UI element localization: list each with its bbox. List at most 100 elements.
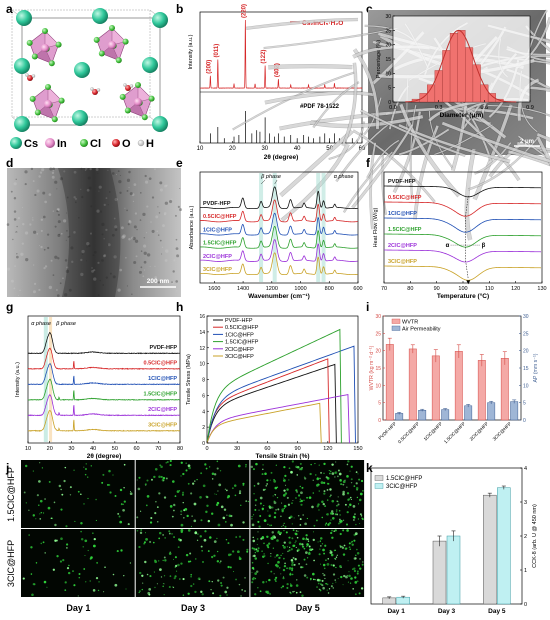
live-cell: [349, 503, 352, 507]
live-cell: [251, 518, 253, 520]
live-cell: [290, 559, 294, 562]
tem-grain: [121, 235, 125, 239]
row-label: 1.5ClC@HFP: [6, 467, 16, 522]
live-cell: [211, 512, 214, 515]
live-cell: [314, 474, 317, 476]
live-cell: [301, 594, 304, 597]
live-cell: [286, 586, 289, 589]
live-cell: [323, 472, 325, 475]
live-cell: [288, 566, 292, 570]
live-cell: [31, 593, 34, 597]
fiber: [539, 149, 550, 153]
ftir-spectrum: [199, 252, 358, 276]
live-cell: [326, 589, 328, 591]
tem-image: [7, 168, 181, 297]
live-cell: [283, 465, 286, 469]
live-cell: [192, 482, 195, 485]
tem-grain: [57, 208, 60, 212]
live-cell: [143, 542, 145, 545]
live-cell: [357, 518, 360, 520]
live-cell: [50, 517, 53, 520]
legend-atom-o: [112, 139, 120, 147]
cs-atom: [14, 58, 30, 74]
legend-label: Cl: [90, 138, 101, 150]
live-cell: [275, 464, 277, 466]
live-cell: [159, 568, 162, 571]
tem-grain: [139, 219, 142, 221]
live-cell: [84, 467, 88, 471]
live-cell: [282, 544, 284, 547]
xrd-pattern: [27, 394, 180, 417]
live-cell: [83, 466, 85, 468]
live-cell: [325, 476, 328, 479]
tem-grain: [57, 234, 61, 237]
live-cell: [54, 539, 57, 542]
tem-grain: [41, 168, 45, 172]
live-cell: [139, 590, 141, 592]
tem-grain: [176, 254, 180, 258]
live-cell: [69, 486, 72, 489]
scale-bar-label: 200 nm: [147, 278, 170, 285]
live-cell: [331, 536, 334, 539]
live-cell: [224, 521, 227, 523]
live-cell: [158, 537, 161, 540]
live-cell: [154, 512, 157, 515]
live-cell: [246, 550, 249, 553]
live-cell: [295, 584, 299, 587]
live-cell: [295, 591, 298, 594]
live-cell: [262, 488, 266, 491]
tem-grain: [139, 191, 142, 194]
live-cell: [169, 505, 173, 508]
x-tick-label: 80: [177, 446, 183, 452]
live-cell: [293, 517, 295, 519]
y-tick-label: 0: [524, 602, 527, 608]
live-cell: [190, 492, 193, 495]
tem-grain: [86, 260, 88, 262]
fiber: [398, 123, 511, 163]
peak-index-label: (122): [261, 50, 267, 64]
live-cell: [139, 531, 143, 535]
live-cell: [338, 472, 342, 476]
live-cell: [353, 519, 355, 521]
live-cell: [354, 593, 357, 596]
live-cell: [64, 466, 67, 469]
live-cell: [255, 462, 258, 466]
dsc-curve: [383, 249, 541, 263]
live-cell: [139, 510, 142, 512]
live-cell: [219, 562, 221, 564]
live-cell: [300, 491, 303, 495]
live-cell: [184, 507, 188, 511]
x-tick-label: 1000: [294, 286, 306, 292]
tem-grain: [175, 247, 179, 250]
live-cell: [144, 532, 146, 534]
live-cell: [354, 581, 358, 584]
live-cell: [360, 479, 364, 483]
live-cell: [342, 529, 345, 532]
tem-grain: [21, 242, 24, 245]
fiber: [536, 136, 550, 166]
live-cell: [108, 469, 111, 473]
live-cell: [316, 477, 319, 480]
live-cell: [316, 578, 320, 582]
live-cell: [322, 573, 324, 575]
live-cell: [282, 585, 285, 588]
panel-a-crystal: Cs In Cl O H: [10, 8, 168, 150]
live-cell: [119, 520, 123, 524]
tem-grain: [164, 259, 168, 262]
h-atom: [25, 73, 29, 77]
live-cell: [227, 494, 231, 498]
tem-grain: [132, 200, 135, 202]
live-cell: [295, 489, 298, 492]
live-cell: [232, 550, 235, 553]
live-cell: [283, 545, 286, 549]
series-label: 3ClC@HFP: [203, 267, 232, 273]
live-cell: [310, 463, 312, 466]
tem-grain: [86, 246, 88, 248]
tem-grain: [86, 188, 90, 192]
live-cell: [216, 467, 219, 470]
stress-strain-curve: [206, 363, 337, 444]
tem-grain: [73, 231, 76, 234]
live-cell: [282, 493, 286, 497]
alpha-phase-label: α phase: [31, 321, 51, 327]
tem-grain: [174, 214, 177, 217]
